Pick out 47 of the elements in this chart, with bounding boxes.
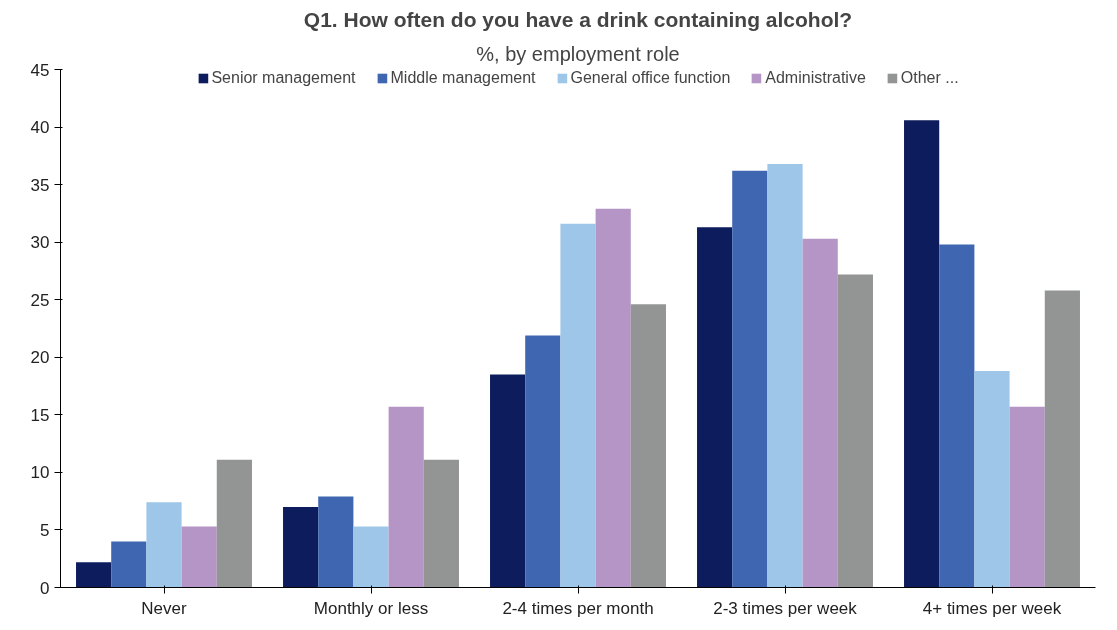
bar bbox=[318, 496, 354, 588]
bar bbox=[146, 502, 182, 588]
bar bbox=[283, 506, 319, 588]
bar bbox=[802, 238, 838, 588]
y-tick-label: 20 bbox=[30, 348, 50, 368]
bar bbox=[76, 562, 112, 588]
bar bbox=[560, 223, 596, 588]
y-tick-label: 5 bbox=[40, 520, 50, 540]
bar bbox=[423, 459, 459, 588]
chart-subtitle: %, by employment role bbox=[476, 42, 680, 65]
y-tick-label: 15 bbox=[30, 405, 50, 425]
legend-label: Administrative bbox=[765, 69, 866, 87]
x-tick-label: 4+ times per week bbox=[922, 598, 1062, 618]
bar bbox=[732, 170, 768, 588]
x-tick-label: 2-3 times per week bbox=[713, 598, 858, 618]
bar bbox=[353, 526, 389, 588]
bar bbox=[630, 304, 666, 588]
bar bbox=[216, 459, 252, 588]
bar bbox=[525, 335, 561, 588]
bar bbox=[111, 541, 147, 588]
legend-label: General office function bbox=[570, 69, 731, 87]
chart-title: Q1. How often do you have a drink containing alcohol? bbox=[303, 7, 853, 31]
bar bbox=[595, 208, 631, 588]
bar bbox=[939, 244, 975, 588]
legend-label: Other ... bbox=[900, 69, 959, 87]
bar bbox=[388, 406, 424, 588]
bar bbox=[837, 274, 873, 588]
legend-label: Middle management bbox=[390, 69, 536, 87]
y-tick-label: 0 bbox=[40, 578, 50, 598]
y-tick-label: 40 bbox=[30, 118, 50, 138]
bar bbox=[697, 227, 733, 588]
bar bbox=[904, 120, 940, 588]
y-tick-label: 30 bbox=[30, 233, 50, 253]
x-tick-label: Monthly or less bbox=[313, 598, 429, 618]
bar bbox=[974, 371, 1010, 588]
bar bbox=[181, 526, 217, 588]
y-tick-label: 35 bbox=[30, 175, 50, 195]
x-tick-label: Never bbox=[141, 598, 188, 618]
y-tick-label: 25 bbox=[30, 290, 50, 310]
bar bbox=[490, 374, 526, 588]
x-tick-label: 2-4 times per month bbox=[502, 598, 654, 618]
bar bbox=[1044, 290, 1080, 588]
bar bbox=[1009, 406, 1045, 588]
bar bbox=[767, 163, 803, 588]
y-tick-label: 10 bbox=[30, 463, 50, 483]
y-tick-label: 45 bbox=[30, 60, 50, 80]
legend-label: Senior management bbox=[211, 69, 356, 87]
